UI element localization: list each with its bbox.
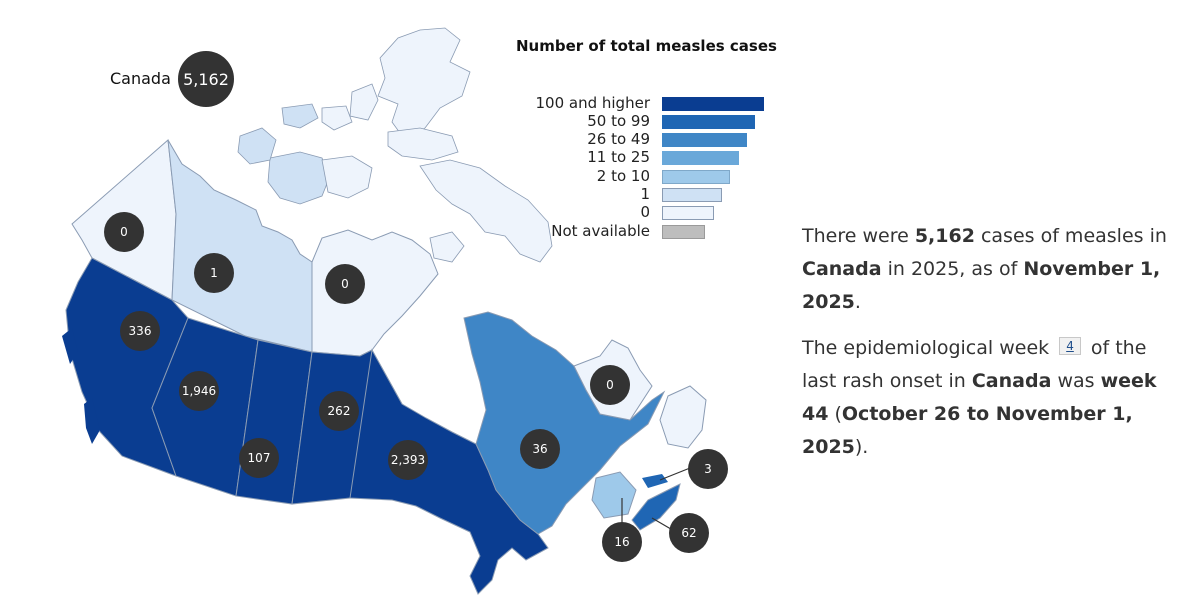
newfoundland-island <box>659 385 707 449</box>
legend-swatch-2 <box>662 170 730 184</box>
victoria-island-east <box>321 155 373 199</box>
bubble-nwt-value: 1 <box>210 266 218 280</box>
summary-text-fragment: in 2025, as of <box>881 258 1024 280</box>
bubble-ns-value: 62 <box>681 526 696 540</box>
region-new-brunswick <box>591 471 637 519</box>
banks-island <box>237 127 277 165</box>
bubble-mb-value: 262 <box>328 404 351 418</box>
bubble-prince-edward-island: 3 <box>688 449 728 489</box>
region-northwest-territories <box>167 139 313 353</box>
bubble-nunavut: 0 <box>325 264 365 304</box>
canada-total-bubble <box>178 51 234 107</box>
bubble-alberta: 1,946 <box>179 371 219 411</box>
region-ontario <box>349 348 549 595</box>
bubble-manitoba: 262 <box>319 391 359 431</box>
bubble-yukon-value: 0 <box>120 225 128 239</box>
summary-paragraph-cases: There were 5,162 cases of measles in Can… <box>802 220 1172 319</box>
bubble-nb-value: 16 <box>614 535 629 549</box>
bubble-ab-value: 1,946 <box>182 384 216 398</box>
legend-label: 100 and higher <box>535 94 651 112</box>
summary-text-fragment: The epidemiological week <box>802 337 1056 359</box>
bubble-nunavut-value: 0 <box>341 277 349 291</box>
bubble-bc-value: 336 <box>129 324 152 338</box>
summary-country: Canada <box>802 258 882 280</box>
summary-text-fragment: ). <box>854 436 869 458</box>
legend-label: 2 to 10 <box>596 167 650 185</box>
footnote-link[interactable]: 4 <box>1059 337 1081 355</box>
summary-text-fragment: There were <box>802 225 915 247</box>
bubble-new-brunswick: 16 <box>602 522 642 562</box>
baffin-island <box>419 159 553 263</box>
melville-island <box>281 103 319 129</box>
legend-swatch-11 <box>662 151 739 165</box>
legend-item-na: Not available <box>500 222 650 240</box>
legend-label: 26 to 49 <box>587 130 650 148</box>
legend-label: Not available <box>551 222 650 240</box>
legend-swatch-0 <box>662 206 714 220</box>
legend-label: 50 to 99 <box>587 112 650 130</box>
bubble-yukon: 0 <box>104 212 144 252</box>
legend-item-2: 2 to 10 <box>500 167 650 185</box>
legend-swatch-50 <box>662 115 755 129</box>
bubble-saskatchewan: 107 <box>239 438 279 478</box>
ellesmere-island <box>377 27 471 141</box>
victoria-island <box>267 151 331 205</box>
canada-total-value: 5,162 <box>183 70 229 89</box>
bubble-nl-value: 0 <box>606 378 614 392</box>
bubble-british-columbia: 336 <box>120 311 160 351</box>
legend-item-26: 26 to 49 <box>500 130 650 148</box>
summary-week: week 44 <box>802 370 1157 425</box>
arctic-islands <box>237 27 553 263</box>
canada-map: 5,162 0 1 0 336 1,946 107 262 2,393 36 0… <box>62 27 728 595</box>
legend-label: 1 <box>640 185 650 203</box>
bubble-pei-value: 3 <box>704 462 712 476</box>
legend-title: Number of total measles cases <box>516 37 777 55</box>
legend-swatch-100 <box>662 97 764 111</box>
canada-total-label: Canada <box>110 69 171 88</box>
vancouver-island <box>62 328 78 364</box>
devon-island <box>387 127 459 161</box>
bubble-sk-value: 107 <box>248 451 271 465</box>
legend-swatch-1 <box>662 188 722 202</box>
bubble-northwest-territories: 1 <box>194 253 234 293</box>
bubble-qc-value: 36 <box>532 442 547 456</box>
bubble-newfoundland-and-labrador: 0 <box>590 365 630 405</box>
bubble-quebec: 36 <box>520 429 560 469</box>
summary-text-fragment: . <box>854 291 861 313</box>
legend-label: 0 <box>640 203 650 221</box>
legend-item-11: 11 to 25 <box>500 148 650 166</box>
summary-country: Canada <box>971 370 1052 392</box>
bubble-nova-scotia: 62 <box>669 513 709 553</box>
legend-item-100: 100 and higher <box>500 94 651 112</box>
summary-text-fragment: of the last rash onset in <box>802 337 1147 392</box>
summary-week-range: October 26 to November 1, 2025 <box>802 403 1133 458</box>
legend-item-1: 1 <box>500 185 650 203</box>
summary-text-fragment: cases of measles in <box>974 225 1167 247</box>
summary-text-fragment: ( <box>828 403 842 425</box>
legend-item-50: 50 to 99 <box>500 112 650 130</box>
region-nova-scotia <box>631 483 681 531</box>
summary-case-count: 5,162 <box>914 225 975 247</box>
bubble-on-value: 2,393 <box>391 453 425 467</box>
axel-heiberg-island <box>349 83 379 121</box>
region-prince-edward-island <box>642 474 668 488</box>
leader-pei <box>659 467 691 481</box>
bubble-ontario: 2,393 <box>388 440 428 480</box>
legend-swatch-26 <box>662 133 747 147</box>
summary-text-fragment: was <box>1051 370 1101 392</box>
summary-text: There were 5,162 cases of measles in Can… <box>802 220 1172 477</box>
legend-item-0: 0 <box>500 203 650 221</box>
summary-paragraph-week: The epidemiological week 4 of the last r… <box>802 332 1172 464</box>
bathurst-island <box>321 105 353 131</box>
legend-swatch-na <box>662 225 705 239</box>
summary-as-of-date: November 1, 2025 <box>802 258 1161 313</box>
southampton-island <box>429 231 465 263</box>
legend-label: 11 to 25 <box>587 148 650 166</box>
haida-gwaii <box>84 398 100 444</box>
region-quebec <box>463 311 666 535</box>
